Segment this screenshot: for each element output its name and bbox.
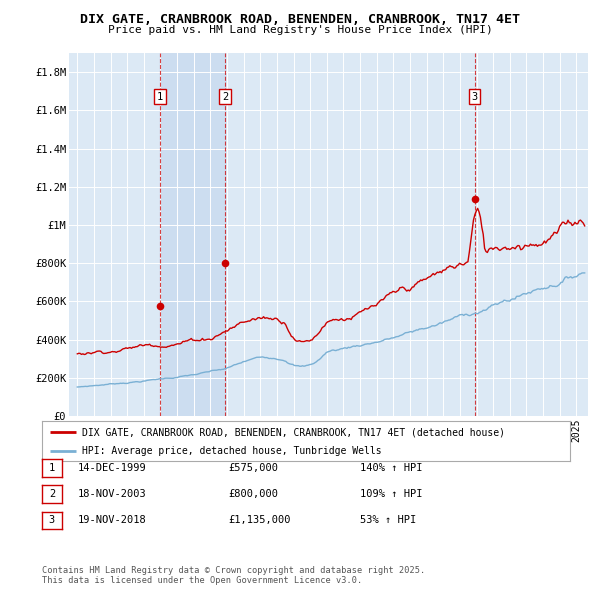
Text: 19-NOV-2018: 19-NOV-2018 bbox=[78, 516, 147, 525]
Text: £575,000: £575,000 bbox=[228, 463, 278, 473]
Text: 14-DEC-1999: 14-DEC-1999 bbox=[78, 463, 147, 473]
Text: Contains HM Land Registry data © Crown copyright and database right 2025.
This d: Contains HM Land Registry data © Crown c… bbox=[42, 566, 425, 585]
Text: 18-NOV-2003: 18-NOV-2003 bbox=[78, 489, 147, 499]
Bar bbox=[160, 53, 225, 416]
Text: £1,135,000: £1,135,000 bbox=[228, 516, 290, 525]
Text: 140% ↑ HPI: 140% ↑ HPI bbox=[360, 463, 422, 473]
Text: 2: 2 bbox=[49, 489, 55, 499]
Text: 53% ↑ HPI: 53% ↑ HPI bbox=[360, 516, 416, 525]
Text: DIX GATE, CRANBROOK ROAD, BENENDEN, CRANBROOK, TN17 4ET: DIX GATE, CRANBROOK ROAD, BENENDEN, CRAN… bbox=[80, 13, 520, 26]
Text: 109% ↑ HPI: 109% ↑ HPI bbox=[360, 489, 422, 499]
Text: HPI: Average price, detached house, Tunbridge Wells: HPI: Average price, detached house, Tunb… bbox=[82, 445, 381, 455]
Text: 2: 2 bbox=[222, 91, 228, 101]
Text: Price paid vs. HM Land Registry's House Price Index (HPI): Price paid vs. HM Land Registry's House … bbox=[107, 25, 493, 35]
Text: 3: 3 bbox=[472, 91, 478, 101]
Text: 1: 1 bbox=[49, 463, 55, 473]
Text: £800,000: £800,000 bbox=[228, 489, 278, 499]
Text: 1: 1 bbox=[157, 91, 163, 101]
Text: DIX GATE, CRANBROOK ROAD, BENENDEN, CRANBROOK, TN17 4ET (detached house): DIX GATE, CRANBROOK ROAD, BENENDEN, CRAN… bbox=[82, 427, 505, 437]
Text: 3: 3 bbox=[49, 516, 55, 525]
